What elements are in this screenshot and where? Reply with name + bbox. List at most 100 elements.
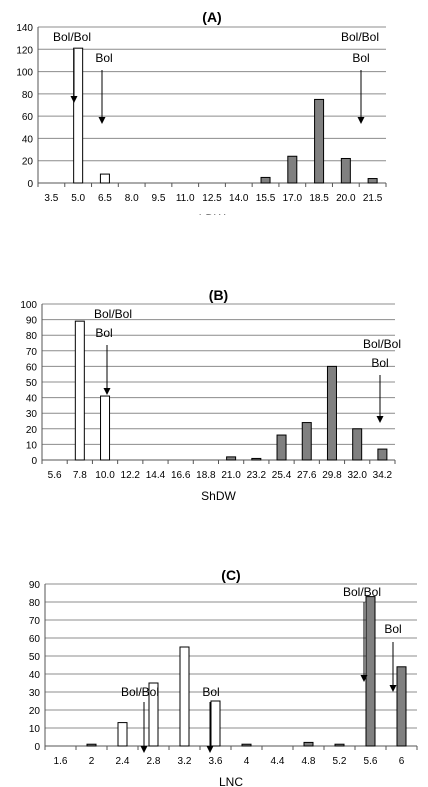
y-tick-label: 90	[29, 580, 41, 591]
x-tick-label: 14.0	[229, 193, 249, 204]
x-tick-label: 3.5	[44, 193, 58, 204]
bar	[365, 596, 376, 747]
y-tick-label: 140	[16, 23, 33, 34]
x-tick-label: 5.0	[71, 193, 85, 204]
y-tick-label: 40	[26, 394, 38, 405]
x-tick-label: 27.6	[297, 470, 317, 481]
bar	[377, 448, 388, 461]
x-tick-label: 25.4	[272, 470, 292, 481]
x-tick-label: 32.0	[347, 470, 367, 481]
x-axis-label: ShDW	[201, 489, 236, 503]
chart-a: 0 20 40 60 80 100 120 140 3.5 5.0 6.5 8.0 9.5 11.0 12.…	[16, 9, 387, 215]
y-tick-label: 30	[26, 409, 38, 420]
annotation-arrow-head	[140, 746, 148, 753]
bar	[117, 722, 128, 747]
y-tick-label: 80	[29, 598, 41, 609]
y-tick-label: 20	[26, 425, 38, 436]
y-tick-label: 0	[31, 456, 37, 467]
y-tick-label: 70	[29, 616, 41, 627]
x-tick-label: 1.6	[54, 756, 68, 767]
annotation-arrow-head	[360, 675, 368, 682]
x-tick-label: 16.6	[171, 470, 191, 481]
x-tick-label: 4.8	[302, 756, 316, 767]
bar	[287, 155, 298, 184]
bar	[99, 173, 110, 184]
x-tick-label: 20.0	[336, 193, 356, 204]
bar	[148, 682, 159, 747]
x-tick-label: 4.4	[271, 756, 285, 767]
annotation-label: Bol/Bol	[53, 30, 91, 44]
x-tick-label: 9.5	[152, 193, 166, 204]
bar	[179, 646, 190, 747]
chart-b: 0 10 20 30 40 50 60 70 80 90 100 5.6 7.8 10.0 12.2 14.4…	[20, 287, 401, 503]
y-tick-label: 40	[22, 134, 34, 145]
y-tick-label: 120	[16, 45, 33, 56]
x-tick-label: 5.2	[333, 756, 347, 767]
annotation-arrow-head	[103, 388, 111, 395]
chart-c: 0 10 20 30 40 50 60 70 80 90 1.6 2 2.4 2.8 3.2 3.6 4 4.4 4…	[29, 567, 418, 787]
bar	[276, 434, 287, 461]
annotation-arrow-head	[70, 96, 78, 103]
x-tick-label: 15.5	[256, 193, 276, 204]
x-tick-label: 21.5	[363, 193, 383, 204]
x-tick-label: 5.6	[364, 756, 378, 767]
y-tick-label: 90	[26, 316, 38, 327]
bar	[303, 741, 314, 747]
y-tick-label: 40	[29, 670, 41, 681]
y-tick-label: 20	[29, 706, 41, 717]
bar	[326, 365, 337, 461]
bar	[396, 666, 407, 747]
bar	[241, 743, 252, 747]
annotation-label: Bol/Bol	[94, 307, 132, 321]
y-tick-label: 10	[29, 724, 41, 735]
annotation-arrow-head	[357, 117, 365, 124]
x-tick-label: 4	[244, 756, 250, 767]
y-tick-label: 80	[22, 90, 34, 101]
y-tick-label: 50	[29, 652, 41, 663]
x-tick-label: 6	[399, 756, 405, 767]
bar	[301, 422, 312, 461]
annotation-arrow-head	[389, 685, 397, 692]
x-tick-label: 3.6	[209, 756, 223, 767]
annotation-label: Bol	[371, 356, 388, 370]
y-tick-label: 60	[26, 362, 38, 373]
x-tick-label: 7.8	[73, 470, 87, 481]
annotation-label: Bol	[202, 685, 219, 699]
x-tick-label: 14.4	[146, 470, 166, 481]
annotation-arrow-head	[206, 746, 214, 753]
x-tick-label: 21.0	[221, 470, 241, 481]
x-tick-label: 2.8	[147, 756, 161, 767]
y-tick-label: 30	[29, 688, 41, 699]
y-tick-label: 20	[22, 157, 34, 168]
y-tick-label: 80	[26, 331, 38, 342]
bar	[314, 98, 325, 184]
x-tick-label: 12.5	[202, 193, 222, 204]
bar	[226, 456, 237, 461]
bar	[367, 178, 378, 184]
x-tick-label: 3.2	[178, 756, 192, 767]
y-tick-label: 10	[26, 440, 38, 451]
x-tick-label: 12.2	[121, 470, 141, 481]
chart-title: (B)	[209, 287, 228, 303]
annotation-arrow-head	[98, 117, 106, 124]
annotation-label: Bol	[95, 51, 112, 65]
x-axis-label: LDW	[199, 212, 226, 215]
chart-title: (A)	[202, 9, 221, 25]
x-axis-label: LNC	[219, 775, 243, 787]
bar	[86, 743, 97, 747]
x-tick-label: 2	[89, 756, 95, 767]
y-tick-label: 100	[20, 300, 37, 311]
x-tick-label: 5.6	[48, 470, 62, 481]
x-tick-label: 23.2	[247, 470, 267, 481]
annotation-label: Bol/Bol	[341, 30, 379, 44]
y-tick-label: 70	[26, 347, 38, 358]
bar	[210, 700, 221, 747]
bar	[334, 743, 345, 747]
annotation-label: Bol	[352, 51, 369, 65]
bar	[340, 157, 351, 184]
x-tick-label: 11.0	[176, 193, 195, 204]
bar	[74, 320, 85, 461]
y-tick-label: 60	[22, 112, 34, 123]
annotation-arrow-head	[376, 416, 384, 423]
